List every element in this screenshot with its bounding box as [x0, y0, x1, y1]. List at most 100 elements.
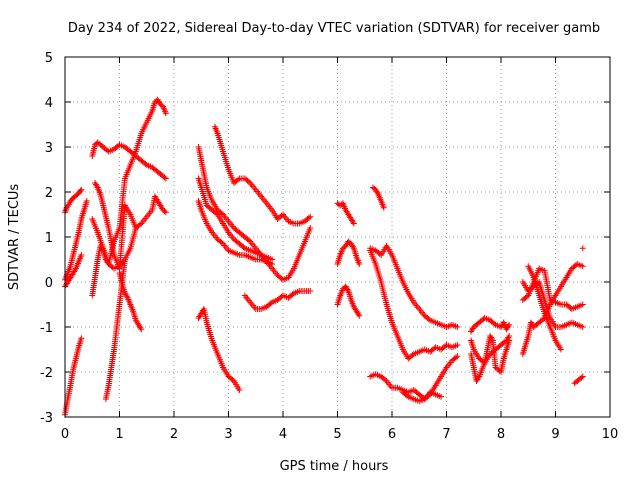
data-point	[403, 392, 410, 399]
series-arc-14	[211, 123, 314, 227]
series-arc-23	[367, 353, 461, 402]
data-point	[307, 288, 314, 294]
data-point	[121, 256, 128, 263]
data-point	[454, 342, 461, 348]
data-point	[356, 261, 363, 267]
data-point	[579, 263, 586, 270]
data-point	[578, 374, 585, 381]
data-point	[245, 178, 252, 185]
x-tick-label: 4	[279, 427, 287, 442]
x-tick-label: 0	[61, 427, 69, 442]
data-point	[579, 373, 586, 380]
x-tick-label: 7	[442, 427, 450, 442]
grid-layer	[65, 57, 610, 417]
data-point	[307, 213, 314, 220]
series-arc-25	[468, 315, 513, 335]
data-point	[267, 300, 274, 307]
series-arc-17	[334, 200, 357, 227]
data-point	[218, 210, 225, 217]
x-tick-label: 6	[388, 427, 396, 442]
series-arc-31	[525, 263, 564, 353]
series-arc-10	[116, 270, 145, 333]
data-point	[305, 214, 312, 221]
series-arc-19	[334, 283, 363, 319]
data-point	[356, 312, 363, 319]
series-arc-16	[241, 288, 314, 312]
data-point	[425, 316, 432, 323]
y-tick-label: 0	[45, 276, 53, 291]
data-point	[506, 321, 513, 328]
series-arc-20	[369, 184, 387, 211]
series-arc-13	[195, 198, 276, 267]
data-point	[161, 174, 168, 181]
series-arc-4	[62, 335, 85, 418]
data-point	[380, 204, 387, 211]
series-arc-24	[399, 389, 445, 405]
series-arc-27	[468, 333, 513, 375]
data-point	[579, 324, 586, 330]
data-point	[236, 387, 243, 393]
series-arc-32	[571, 373, 586, 387]
y-axis-label: SDTVAR / TECUs	[7, 184, 22, 291]
x-tick-label: 10	[602, 427, 619, 442]
series-arc-3	[62, 252, 85, 290]
data-point	[83, 198, 90, 204]
data-point	[491, 320, 498, 327]
data-point	[240, 244, 247, 251]
series-arc-12	[195, 175, 276, 263]
series-arc-21	[367, 243, 461, 330]
data-point	[162, 110, 169, 117]
x-tick-label: 5	[333, 427, 341, 442]
data-point	[454, 324, 461, 330]
data-point	[307, 225, 314, 231]
data-point	[409, 352, 416, 359]
data-point	[382, 376, 389, 383]
plot-frame	[64, 56, 611, 418]
x-tick-label: 1	[115, 427, 123, 442]
series-arc-5	[89, 139, 169, 182]
series-arc-8	[89, 96, 169, 267]
data-point	[579, 301, 586, 308]
x-axis-label: GPS time / hours	[280, 459, 389, 474]
series-arc-1	[62, 186, 85, 216]
series-arc-15	[195, 306, 243, 393]
data-point	[138, 326, 145, 333]
data-point	[506, 337, 513, 344]
data-point	[557, 346, 564, 353]
data-point	[235, 176, 242, 183]
data-point	[438, 393, 445, 400]
y-tick-label: 1	[45, 231, 53, 246]
series-arc-33	[579, 245, 586, 252]
y-tick-label: 4	[45, 96, 53, 111]
y-tick-label: -2	[40, 366, 53, 381]
y-tick-label: -1	[40, 321, 53, 336]
data-point	[289, 291, 296, 298]
data-point	[523, 293, 530, 300]
data-point	[350, 220, 357, 227]
data-point	[454, 353, 461, 360]
data-point	[78, 335, 85, 342]
data-marks	[62, 96, 586, 418]
y-tick-label: 5	[45, 51, 53, 66]
series-arc-18	[334, 238, 363, 267]
x-tick-label: 3	[224, 427, 232, 442]
y-tick-label: 3	[45, 141, 53, 156]
y-tick-label: 2	[45, 186, 53, 201]
chart-title: Day 234 of 2022, Sidereal Day-to-day VTE…	[68, 21, 600, 36]
data-point	[579, 245, 586, 252]
data-point	[78, 252, 85, 258]
data-point	[142, 160, 149, 167]
data-point	[136, 221, 143, 228]
data-point	[269, 261, 276, 267]
x-tick-label: 2	[170, 427, 178, 442]
x-tick-label: 8	[497, 427, 505, 442]
series-arc-6	[91, 180, 169, 272]
series-arc-22	[367, 247, 461, 362]
data-point	[162, 209, 169, 216]
data-point	[278, 212, 285, 219]
x-tick-label: 9	[551, 427, 559, 442]
data-point	[245, 237, 252, 244]
data-point	[78, 186, 85, 193]
